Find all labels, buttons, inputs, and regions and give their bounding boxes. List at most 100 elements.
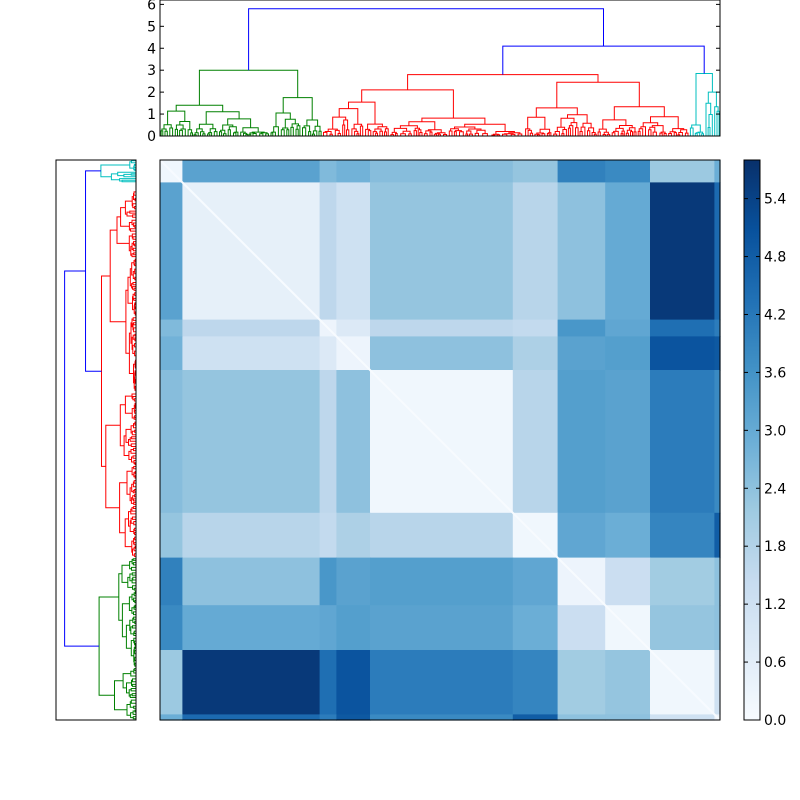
- left-dendrogram-link: [132, 678, 136, 683]
- top-dendrogram: 0 1 2 3 4 5 6: [147, 0, 721, 145]
- colorbar-tick-label: 4.2: [764, 307, 786, 323]
- top-dendrogram-link: [535, 107, 578, 118]
- left-dendrogram-link: [130, 228, 136, 232]
- heatmap-cell: [557, 650, 606, 715]
- left-dendrogram-link: [132, 625, 136, 629]
- left-dendrogram-link: [131, 693, 136, 697]
- top-dendrogram-link: [280, 129, 285, 136]
- heatmap-cell: [370, 160, 514, 183]
- left-dendrogram-link: [119, 404, 126, 447]
- heatmap-cell: [650, 605, 715, 651]
- top-dendrogram-link: [379, 130, 383, 136]
- top-dendrogram-link: [419, 132, 423, 136]
- left-dendrogram-link: [131, 572, 136, 576]
- colorbar-tick-label: 2.4: [764, 481, 786, 497]
- top-dendrogram-y-tick-label: 4: [147, 41, 156, 57]
- left-dendrogram-link: [124, 395, 133, 414]
- top-dendrogram-link: [651, 125, 664, 133]
- heatmap-cell: [605, 714, 651, 721]
- top-dendrogram-link: [248, 8, 604, 71]
- heatmap-cell: [336, 605, 371, 651]
- top-dendrogram-link: [393, 127, 408, 133]
- heatmap-cell: [370, 650, 514, 715]
- top-dendrogram-link: [413, 130, 417, 136]
- top-dendrogram-link: [196, 128, 203, 133]
- top-dendrogram-link: [652, 131, 657, 136]
- heatmap-cell: [160, 650, 183, 715]
- heatmap-cell: [370, 605, 514, 651]
- top-dendrogram-link: [527, 116, 546, 130]
- heatmap-cell: [160, 512, 183, 559]
- top-dendrogram-link: [286, 129, 290, 136]
- heatmap-cell: [605, 182, 651, 321]
- heatmap-cell: [605, 370, 651, 514]
- left-dendrogram-link: [131, 683, 136, 687]
- top-dendrogram-link: [502, 45, 705, 75]
- top-dendrogram-link: [575, 127, 579, 136]
- top-dendrogram-link: [342, 124, 346, 136]
- heatmap-cell: [319, 650, 337, 715]
- colorbar-tick-label: 3.6: [764, 365, 786, 381]
- left-dendrogram-link: [121, 603, 130, 638]
- colorbar: 0.0 0.6 1.2 1.8 2.4 3.0 3.6 4.2 4.8 5.4: [743, 159, 786, 729]
- heatmap-cell: [650, 336, 715, 371]
- top-dendrogram-link: [290, 126, 294, 136]
- heatmap-cell: [160, 714, 183, 721]
- top-dendrogram-link: [707, 127, 711, 136]
- left-dendrogram-link: [130, 173, 136, 176]
- heatmap-cell: [336, 557, 371, 606]
- top-dendrogram-link: [716, 110, 720, 136]
- top-dendrogram-link: [689, 127, 694, 136]
- top-dendrogram-link: [205, 111, 240, 125]
- heatmap-cell: [182, 557, 321, 606]
- left-dendrogram-link: [98, 596, 119, 696]
- heatmap-cell: [182, 370, 321, 514]
- top-dendrogram-link: [242, 127, 259, 133]
- top-dendrogram-link: [308, 131, 312, 136]
- heatmap-cell: [714, 512, 721, 559]
- top-dendrogram-link: [359, 125, 364, 136]
- heatmap-cell: [714, 160, 721, 183]
- top-dendrogram-link: [597, 131, 601, 136]
- heatmap-cell: [650, 512, 715, 559]
- top-dendrogram-link: [648, 129, 652, 136]
- left-dendrogram-link: [119, 482, 127, 534]
- heatmap-diagonal: [159, 159, 721, 721]
- heatmap-cell: [714, 182, 721, 321]
- heatmap-cell: [370, 182, 514, 321]
- heatmap-cell: [182, 650, 321, 715]
- colorbar-tick-label: 3.0: [764, 423, 786, 439]
- heatmap-cell: [182, 336, 321, 371]
- colorbar-bar: [743, 159, 761, 721]
- top-dendrogram-link: [275, 112, 291, 127]
- top-dendrogram-link: [556, 81, 640, 108]
- heatmap-cell: [319, 336, 337, 371]
- heatmap-cell: [370, 512, 514, 559]
- heatmap-cell: [650, 182, 715, 321]
- heatmap-cell: [336, 182, 371, 321]
- heatmap-cell: [714, 557, 721, 606]
- top-dendrogram-link: [318, 130, 322, 136]
- heatmap-cell: [160, 182, 183, 321]
- heatmap-cell: [336, 160, 371, 183]
- top-dendrogram-y-tick-label: 2: [147, 85, 156, 101]
- heatmap-cell: [714, 605, 721, 651]
- top-dendrogram-link: [240, 131, 246, 136]
- colorbar-tick-label: 5.4: [764, 192, 786, 208]
- top-dendrogram-link: [323, 131, 328, 136]
- left-dendrogram-link: [131, 219, 136, 226]
- heatmap-cell: [160, 319, 183, 337]
- heatmap-cell: [512, 650, 559, 715]
- left-dendrogram-link: [100, 164, 130, 178]
- top-dendrogram-link: [384, 131, 387, 136]
- top-dendrogram-links: [160, 8, 720, 136]
- left-dendrogram-link: [131, 566, 136, 571]
- top-dendrogram-link: [351, 128, 357, 136]
- heatmap-cell: [336, 370, 371, 514]
- heatmap-cell: [605, 650, 651, 715]
- top-dendrogram-link: [421, 117, 486, 125]
- top-dendrogram-link: [295, 128, 299, 136]
- left-dendrogram-frame: [55, 159, 137, 721]
- heatmap-cell: [714, 650, 721, 715]
